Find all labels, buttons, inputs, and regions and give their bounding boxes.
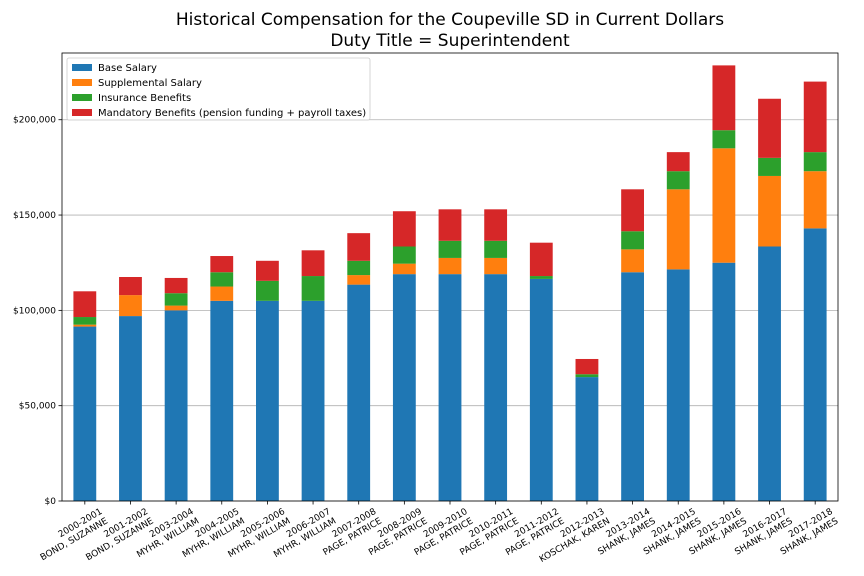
bar-segment	[301, 276, 325, 301]
bar-segment	[347, 233, 371, 261]
legend-label: Mandatory Benefits (pension funding + pa…	[98, 108, 366, 119]
bar-segment	[803, 228, 827, 501]
bar-segment	[392, 211, 416, 247]
legend-swatch	[72, 109, 92, 116]
bar-segment	[438, 240, 462, 258]
legend: Base Salary Supplemental Salary Insurance …	[66, 57, 371, 121]
bar-segment	[164, 293, 188, 306]
bar-segment	[73, 291, 97, 318]
bar-segment	[712, 65, 736, 131]
bar-segment	[438, 274, 462, 501]
bar-segment	[484, 257, 508, 275]
bar-segment	[484, 209, 508, 241]
bar-segment	[256, 280, 279, 301]
y-tick-label: $200,000	[13, 116, 56, 126]
bar-segment	[164, 310, 188, 501]
chart-subtitle: Duty Title = Superintendent	[330, 31, 570, 51]
bar-segment	[529, 242, 553, 277]
bar-segment	[301, 300, 325, 501]
legend-swatch	[72, 94, 92, 101]
legend-swatch	[72, 79, 92, 86]
bar-segment	[575, 358, 599, 375]
bar-segment	[758, 98, 781, 158]
bar-segment	[164, 277, 188, 294]
bar-segment	[758, 157, 781, 176]
bar-segment	[803, 171, 827, 229]
bar-segment	[210, 272, 234, 287]
bar-segment	[803, 152, 827, 172]
bar-segment	[210, 286, 234, 301]
bar-segment	[621, 272, 644, 501]
y-tick-label: $100,000	[13, 306, 56, 316]
bar-segment	[575, 374, 599, 378]
bar-segment	[712, 130, 736, 149]
legend-swatch	[72, 64, 92, 71]
bar-segment	[758, 175, 781, 247]
y-tick-label: $0	[45, 497, 57, 507]
bar-segment	[210, 256, 234, 273]
bars	[73, 65, 827, 501]
bar-segment	[347, 275, 371, 285]
bar-segment	[73, 317, 97, 325]
bar-segment	[164, 305, 188, 311]
bar-segment	[575, 377, 599, 501]
bar-segment	[621, 249, 644, 273]
bar-segment	[484, 240, 508, 258]
chart-title: Historical Compensation for the Coupevil…	[176, 10, 724, 30]
bar-segment	[210, 300, 234, 501]
bar-segment	[666, 189, 690, 270]
bar-segment	[529, 278, 553, 501]
bar-segment	[347, 260, 371, 276]
legend-label: Supplemental Salary	[98, 78, 202, 89]
bar-segment	[301, 250, 325, 277]
bar-segment	[73, 326, 97, 501]
bar-segment	[119, 295, 142, 317]
y-tick-label: $150,000	[13, 211, 56, 221]
bar-segment	[621, 189, 644, 232]
plot-frame	[61, 52, 839, 502]
legend-box	[66, 57, 371, 121]
bar-segment	[621, 231, 644, 250]
bar-segment	[666, 269, 690, 501]
bar-segment	[392, 274, 416, 501]
y-tick-label: $50,000	[19, 402, 56, 412]
bar-segment	[712, 262, 736, 501]
bar-segment	[484, 274, 508, 501]
bar-segment	[438, 257, 462, 275]
legend-label: Base Salary	[98, 63, 157, 74]
legend-label: Insurance Benefits	[98, 93, 191, 104]
bar-segment	[119, 277, 142, 296]
bar-segment	[347, 284, 371, 501]
bar-segment	[758, 246, 781, 501]
bar-segment	[392, 263, 416, 275]
bar-segment	[666, 171, 690, 190]
bar-segment	[256, 300, 279, 501]
bar-segment	[803, 81, 827, 153]
bar-segment	[392, 246, 416, 264]
bar-segment	[256, 260, 279, 281]
bar-segment	[712, 148, 736, 263]
bar-segment	[438, 209, 462, 241]
bar-segment	[666, 152, 690, 172]
bar-segment	[119, 316, 142, 501]
bar-segment	[73, 324, 97, 327]
bar-segment	[529, 276, 553, 279]
